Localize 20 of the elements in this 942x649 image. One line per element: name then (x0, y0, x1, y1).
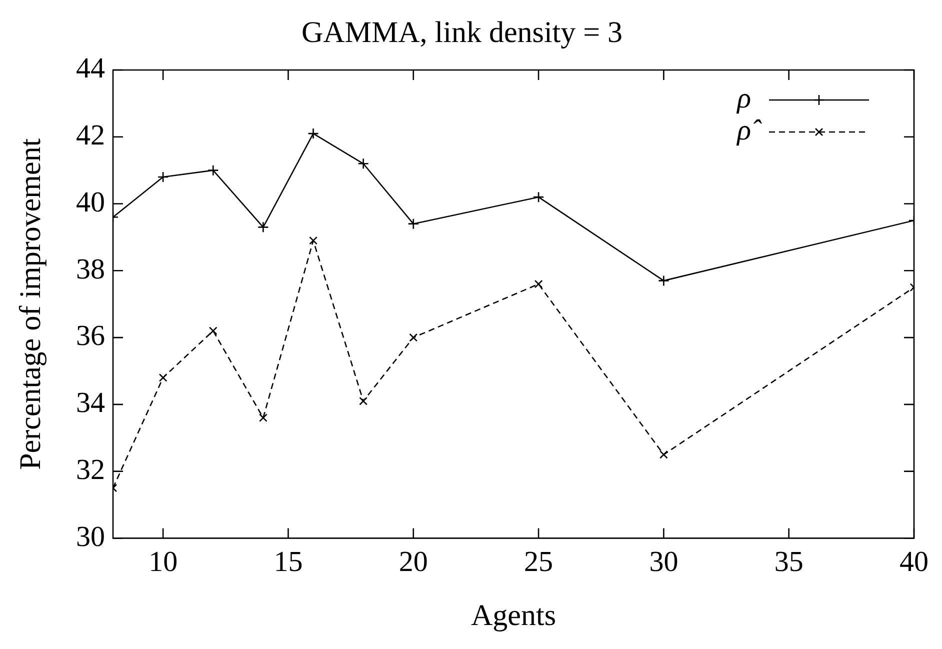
x-tick-label: 15 (274, 546, 303, 578)
legend-label: ρ̂ (736, 114, 762, 147)
x-tick-label: 30 (649, 546, 678, 578)
legend-label: ρ (736, 82, 752, 115)
chart-title: GAMMA, link density = 3 (301, 16, 623, 49)
x-tick-label: 20 (398, 546, 428, 578)
x-axis-title: Agents (471, 598, 556, 632)
y-tick-label: 30 (76, 520, 105, 553)
y-axis-title: Percentage of improvement (14, 138, 47, 470)
y-tick-label: 40 (76, 186, 105, 218)
x-tick-label: 10 (148, 546, 178, 578)
y-tick-label: 42 (76, 119, 105, 152)
x-tick-label: 40 (900, 546, 928, 578)
x-tick-label: 35 (774, 546, 804, 578)
y-tick-label: 34 (76, 387, 106, 420)
y-tick-label: 38 (76, 253, 105, 286)
y-tick-label: 36 (76, 320, 105, 352)
y-tick-label: 44 (76, 52, 106, 85)
y-tick-label: 32 (76, 454, 105, 486)
x-tick-label: 25 (524, 546, 554, 578)
